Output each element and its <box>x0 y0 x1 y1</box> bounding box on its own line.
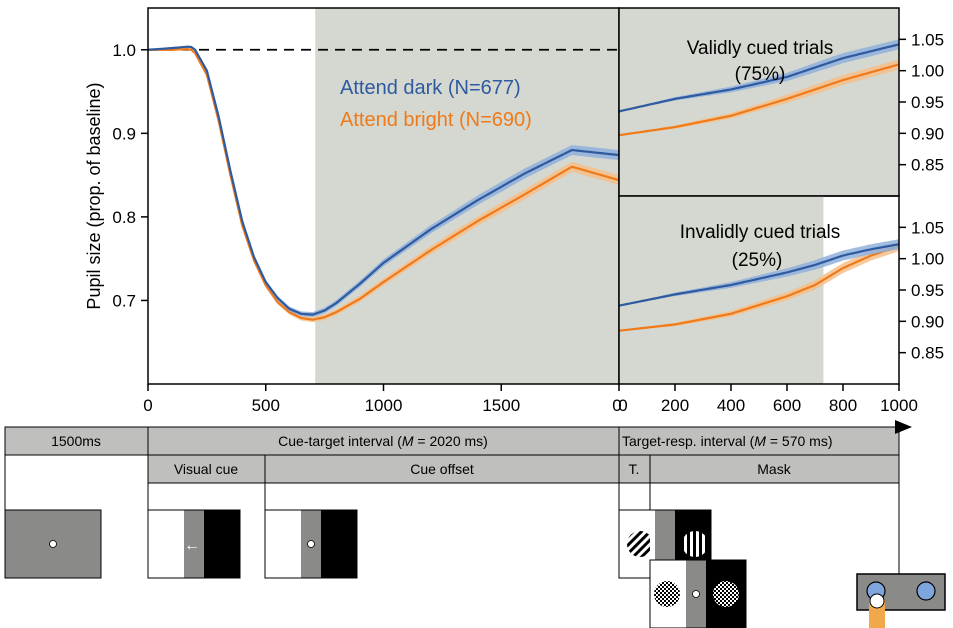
x-tick-label: 1500 <box>482 396 520 415</box>
panel-subtitle: (75%) <box>735 64 786 85</box>
fixation-dot <box>307 540 315 548</box>
target-resp-header <box>618 426 900 456</box>
visual-cue-label: Visual cue <box>174 461 239 477</box>
x-tick-label: 500 <box>252 396 280 415</box>
x-tick-label: 1000 <box>880 396 918 415</box>
legend-attend-bright: Attend bright (N=690) <box>340 109 532 131</box>
x-axis-ticks: 0 500 1000 1500 0 <box>143 384 622 415</box>
y-tick-label: 0.85 <box>911 344 944 363</box>
y-tick-label: 0.85 <box>911 156 944 175</box>
attend-dark-line <box>618 243 900 307</box>
panel-title: Invalidly cued trials <box>680 222 841 243</box>
target-label: T. <box>629 461 640 477</box>
x-tick-label: 0 <box>143 396 152 415</box>
trial-timeline: 1500ms Cue-target interval (M = 2020 ms)… <box>4 420 946 628</box>
y-tick-label: 0.95 <box>911 281 944 300</box>
y-axis-ticks: 0.85 0.90 0.95 1.00 1.05 <box>899 218 944 363</box>
series-group <box>618 239 900 332</box>
y-tick-label: 0.9 <box>112 124 136 143</box>
attend-bright-line <box>618 63 900 137</box>
timeline-arrowhead <box>895 420 912 434</box>
attend-dark-confidence-band <box>619 239 899 307</box>
fixation-dot <box>49 540 57 548</box>
invalidly-cued-panel: 0.85 0.90 0.95 1.00 1.05 0 200 400 600 800 1000 I… <box>618 195 944 415</box>
shaded-region <box>619 196 824 384</box>
cue-offset-display <box>264 509 358 579</box>
series-group <box>618 39 900 137</box>
panel-title: Validly cued trials <box>687 38 833 59</box>
y-tick-label: 0.8 <box>112 208 136 227</box>
x-tick-label: 1000 <box>365 396 403 415</box>
baseline-interval-label: 1500ms <box>51 433 101 449</box>
cue-offset-header <box>264 454 620 484</box>
y-tick-label: 1.05 <box>911 30 944 49</box>
mask-display <box>649 559 747 628</box>
y-tick-label: 0.90 <box>911 124 944 143</box>
cue-offset-label: Cue offset <box>410 461 474 477</box>
x-tick-label: 0 <box>612 396 621 415</box>
panel-subtitle: (25%) <box>732 250 783 271</box>
shaded-region <box>315 8 619 384</box>
y-axis-ticks: 0.7 0.8 0.9 1.0 <box>112 41 148 310</box>
target-resp-label: Target-resp. interval (M = 570 ms) <box>622 433 832 449</box>
x-tick-label: 0 <box>618 396 627 415</box>
x-tick-label: 200 <box>661 396 689 415</box>
y-axis-label: Pupil size (prop. of baseline) <box>84 82 104 309</box>
y-tick-label: 1.0 <box>112 41 136 60</box>
x-tick-label: 600 <box>773 396 801 415</box>
right-button-icon <box>916 581 936 601</box>
x-tick-label: 800 <box>829 396 857 415</box>
y-tick-label: 0.7 <box>112 291 136 310</box>
y-tick-label: 1.00 <box>911 62 944 81</box>
arrow-left-icon: ← <box>184 537 200 554</box>
visual-cue-display: ← <box>147 509 241 579</box>
phase-guides <box>4 455 900 575</box>
baseline-interval-header <box>4 426 149 456</box>
cue-target-label: Cue-target interval (M = 2020 ms) <box>278 433 488 449</box>
response-box <box>856 573 946 628</box>
x-axis-ticks: 0 200 400 600 800 1000 <box>618 384 918 415</box>
visual-cue-header <box>147 454 266 484</box>
y-tick-label: 0.95 <box>911 93 944 112</box>
y-tick-label: 1.00 <box>911 250 944 269</box>
main-panel: 0.7 0.8 0.9 1.0 0 500 1000 1500 0 Pupil size (p… <box>84 7 622 415</box>
y-tick-label: 0.90 <box>911 312 944 331</box>
attend-dark-line <box>618 43 900 113</box>
legend-attend-dark: Attend dark (N=677) <box>340 77 521 99</box>
validly-cued-panel: 0.85 0.90 0.95 1.00 1.05 Validly cued trials… <box>618 7 944 197</box>
mask-label: Mask <box>757 461 791 477</box>
x-tick-label: 400 <box>717 396 745 415</box>
attend-bright-line <box>618 245 900 332</box>
y-tick-label: 1.05 <box>911 218 944 237</box>
attend-dark-line <box>147 45 620 316</box>
y-axis-ticks: 0.85 0.90 0.95 1.00 1.05 <box>899 30 944 175</box>
series-group <box>147 45 620 323</box>
